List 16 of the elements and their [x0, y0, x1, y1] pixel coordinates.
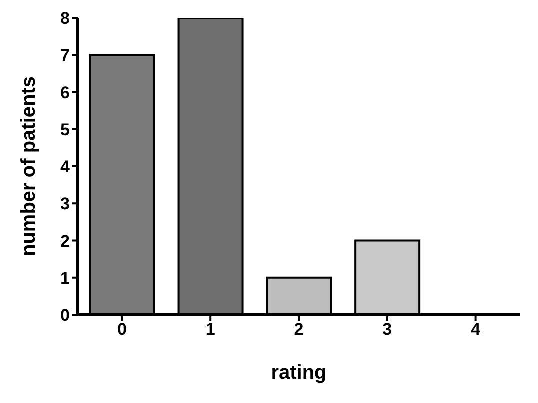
y-axis-title: number of patients — [18, 76, 40, 257]
x-tick-label: 0 — [117, 320, 127, 340]
y-tick-label: 0 — [60, 306, 70, 326]
y-tick-label: 5 — [60, 120, 70, 140]
x-axis-title: rating — [271, 362, 327, 384]
y-tick-label: 3 — [60, 194, 70, 214]
y-tick-label: 2 — [60, 232, 70, 251]
x-tick-label: 3 — [382, 320, 392, 340]
x-tick-label: 4 — [471, 320, 482, 340]
y-tick-label: 8 — [60, 9, 70, 28]
y-tick-label: 6 — [60, 83, 70, 102]
y-tick-label: 4 — [60, 158, 71, 177]
y-tick-label: 1 — [60, 268, 70, 288]
x-tick-label: 2 — [294, 320, 304, 340]
y-tick-label: 7 — [60, 46, 70, 66]
x-tick-label: 1 — [206, 320, 216, 340]
